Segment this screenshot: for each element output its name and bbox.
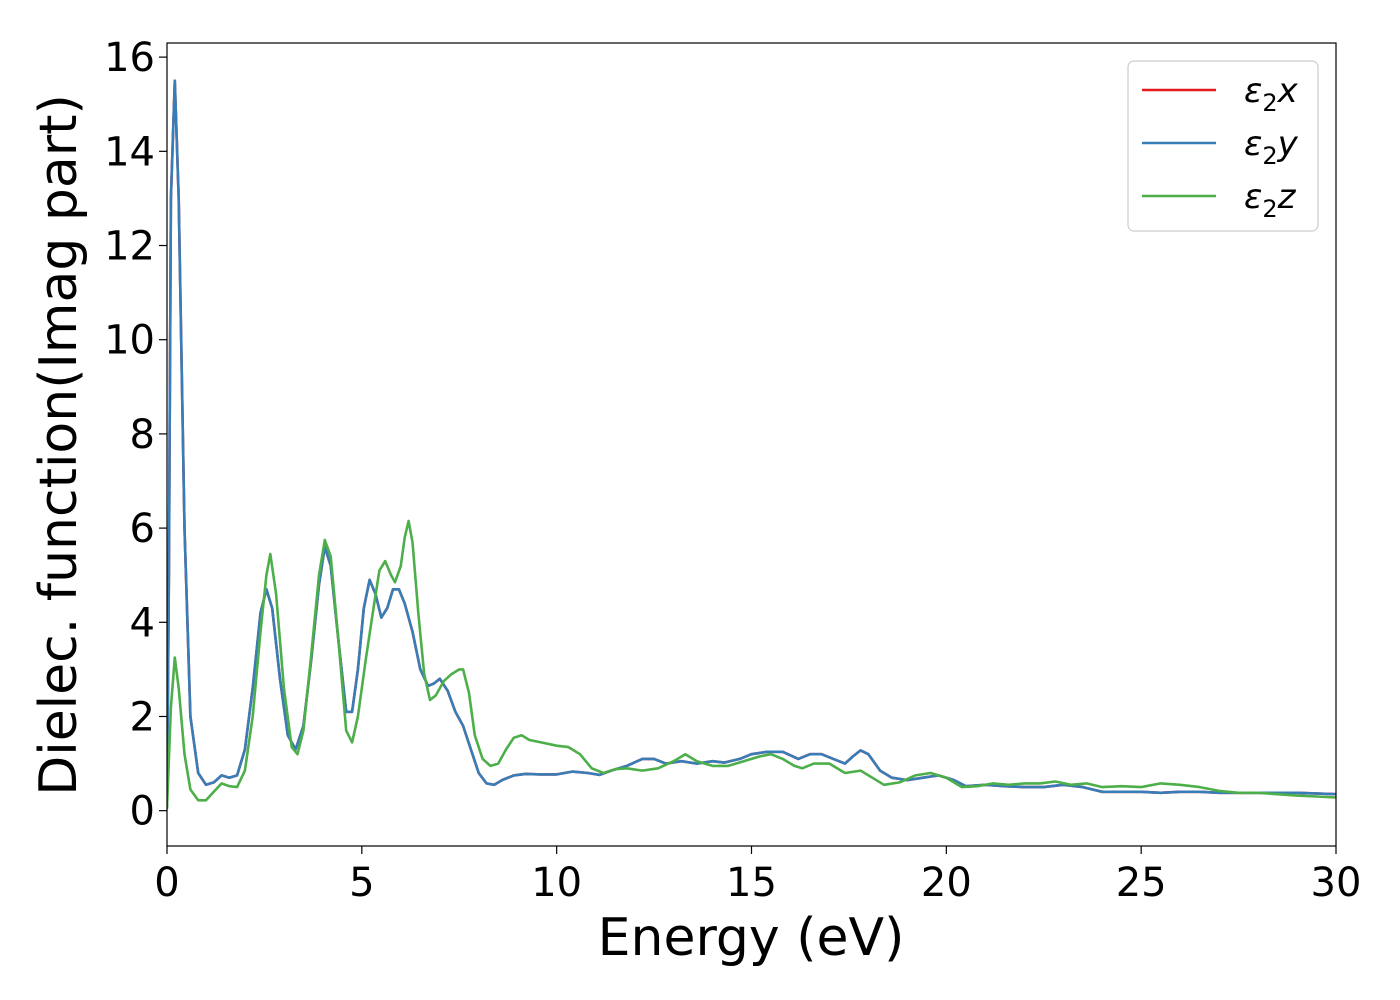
- y-axis-label: Dielec. function(Imag part): [29, 94, 89, 796]
- legend: ε2x ε2y ε2z: [1127, 60, 1319, 232]
- series-line-y: [167, 79, 1336, 808]
- series-layer: [167, 79, 1336, 810]
- x-tick-label: 5: [349, 860, 374, 906]
- y-tick-label: 6: [130, 506, 155, 552]
- y-tick-label: 4: [130, 600, 155, 646]
- legend-label-y: ε2y: [1244, 124, 1299, 170]
- legend-label-x: ε2x: [1244, 71, 1299, 117]
- x-tick-label: 15: [726, 860, 777, 906]
- x-tick-label: 25: [1116, 860, 1167, 906]
- y-tick-label: 0: [130, 789, 155, 835]
- x-tick-label: 30: [1311, 860, 1362, 906]
- y-axis: 0 2 4 6 8 10 12 14 16: [104, 35, 167, 835]
- x-axis-label: Energy (eV): [598, 908, 905, 968]
- y-tick-label: 8: [130, 412, 155, 458]
- y-tick-label: 2: [130, 694, 155, 740]
- legend-box: [1127, 60, 1319, 232]
- x-tick-label: 10: [531, 860, 582, 906]
- y-tick-label: 14: [104, 129, 155, 175]
- x-axis: 0 5 10 15 20 25 30: [154, 846, 1361, 906]
- series-line-z: [167, 519, 1336, 810]
- x-tick-label: 20: [921, 860, 972, 906]
- y-tick-label: 10: [104, 318, 155, 364]
- y-tick-label: 16: [104, 35, 155, 81]
- y-tick-label: 12: [104, 224, 155, 270]
- legend-label-z: ε2z: [1244, 177, 1297, 223]
- x-tick-label: 0: [154, 860, 179, 906]
